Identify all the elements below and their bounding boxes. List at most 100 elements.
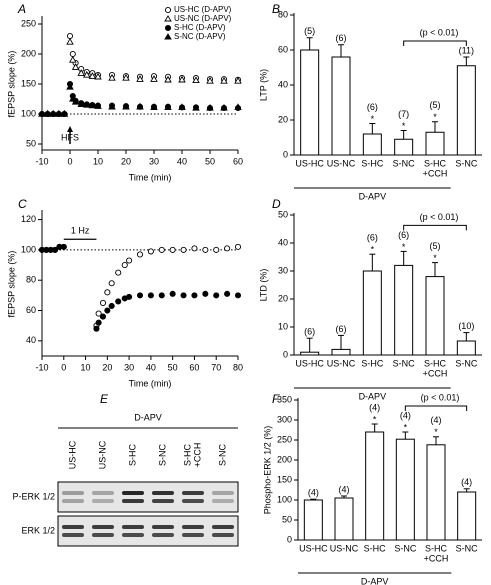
data-point: [52, 246, 59, 253]
x-axis-label: Time (min): [129, 378, 172, 388]
data-point: [83, 70, 91, 78]
data-point: [224, 290, 231, 297]
data-point: [94, 102, 102, 109]
blot-box: [57, 515, 239, 547]
data-point: [77, 100, 85, 108]
data-point: [108, 280, 115, 287]
n-label: (4): [400, 410, 411, 420]
category-label: S-HC: [364, 543, 386, 553]
category-label: S-NC: [456, 543, 478, 553]
blot-band: [212, 525, 234, 529]
data-point: [180, 292, 187, 299]
data-point: [94, 72, 102, 80]
data-point: [192, 76, 200, 84]
row-label: ERK 1/2: [21, 525, 55, 535]
data-point: [69, 94, 77, 102]
y-tick-label: 80: [278, 9, 288, 19]
x-tick-label: 20: [102, 362, 112, 372]
data-point: [104, 307, 111, 314]
bar: [425, 276, 445, 356]
comparison-bracket: [403, 224, 467, 231]
bar: [394, 264, 414, 356]
blot-band: [92, 533, 114, 537]
data-point: [122, 73, 130, 81]
data-point: [158, 292, 165, 299]
panel-letter: D: [272, 197, 281, 211]
blot-band: [122, 525, 144, 529]
panel-letter: F: [272, 392, 280, 406]
bar: [426, 444, 446, 541]
comparison-bracket: [404, 405, 468, 411]
data-point: [93, 325, 100, 332]
category-label: S-HC: [424, 358, 446, 368]
blot-band: [122, 499, 144, 503]
data-point: [66, 37, 74, 45]
blot-band: [122, 533, 144, 537]
lane-label: US-NC: [97, 440, 107, 469]
panel-letter: B: [272, 2, 280, 16]
bar: [456, 340, 476, 356]
category-label: S-HC: [425, 543, 447, 553]
y-tick-label: 0: [283, 349, 288, 359]
data-point: [99, 313, 107, 320]
panel-letter: C: [18, 197, 27, 211]
y-axis-label: LTP (%): [258, 69, 268, 101]
blot-band: [182, 499, 204, 503]
y-tick-label: 50: [282, 514, 292, 524]
significance-mark: *: [371, 245, 375, 255]
x-tick-label: 70: [211, 362, 221, 372]
n-label: (6): [367, 233, 378, 243]
significance-mark: *: [402, 242, 406, 252]
data-point: [71, 63, 80, 70]
n-label: (4): [308, 488, 319, 498]
legend-marker: [164, 6, 172, 14]
data-point: [43, 109, 52, 117]
data-point: [60, 243, 67, 250]
lane-label: S-HC: [127, 444, 137, 466]
bar: [362, 270, 382, 356]
legend-label: S-NC (D-APV): [174, 32, 226, 41]
legend-marker: [164, 24, 172, 32]
data-point: [71, 97, 80, 105]
category-label: US-NC: [327, 158, 356, 168]
bar: [300, 351, 320, 356]
blot-band: [152, 525, 174, 529]
significance-mark: *: [433, 253, 437, 263]
n-label: (4): [369, 402, 380, 412]
data-point: [88, 72, 97, 79]
data-point: [169, 290, 176, 297]
data-point: [69, 50, 76, 58]
data-point: [224, 245, 231, 252]
blot-box: [57, 481, 239, 513]
blot-band: [182, 491, 204, 495]
group-label: D-APV: [134, 412, 162, 422]
blot-band: [62, 525, 84, 529]
data-point: [136, 292, 144, 299]
blot-band: [212, 533, 234, 537]
x-tick-label: 0: [61, 362, 66, 372]
y-tick-label: 40: [26, 335, 36, 345]
significance-mark: *: [433, 112, 437, 122]
annotation-arrowhead: [67, 126, 73, 132]
category-label: +CCH: [423, 168, 448, 178]
data-point: [104, 289, 111, 296]
data-point: [66, 82, 74, 90]
y-tick-label: 200: [21, 48, 36, 58]
blot-band: [92, 525, 114, 529]
y-tick-label: 100: [21, 108, 36, 118]
lane-label: S-NC: [217, 444, 227, 466]
category-label: +CCH: [424, 553, 449, 563]
data-point: [77, 69, 85, 76]
bar: [365, 431, 385, 541]
data-point: [38, 109, 46, 117]
category-label: US-HC: [299, 543, 328, 553]
blot-band: [182, 525, 204, 529]
n-label: (5): [304, 26, 315, 36]
n-label: (5): [430, 100, 441, 110]
y-tick-label: 20: [278, 114, 288, 124]
comparison-label: (p < 0.01): [420, 212, 459, 222]
data-point: [108, 302, 115, 310]
y-tick-label: 200: [277, 454, 292, 464]
y-tick-label: 100: [277, 494, 292, 504]
y-axis-label: fEPSP slope (%): [6, 251, 16, 318]
